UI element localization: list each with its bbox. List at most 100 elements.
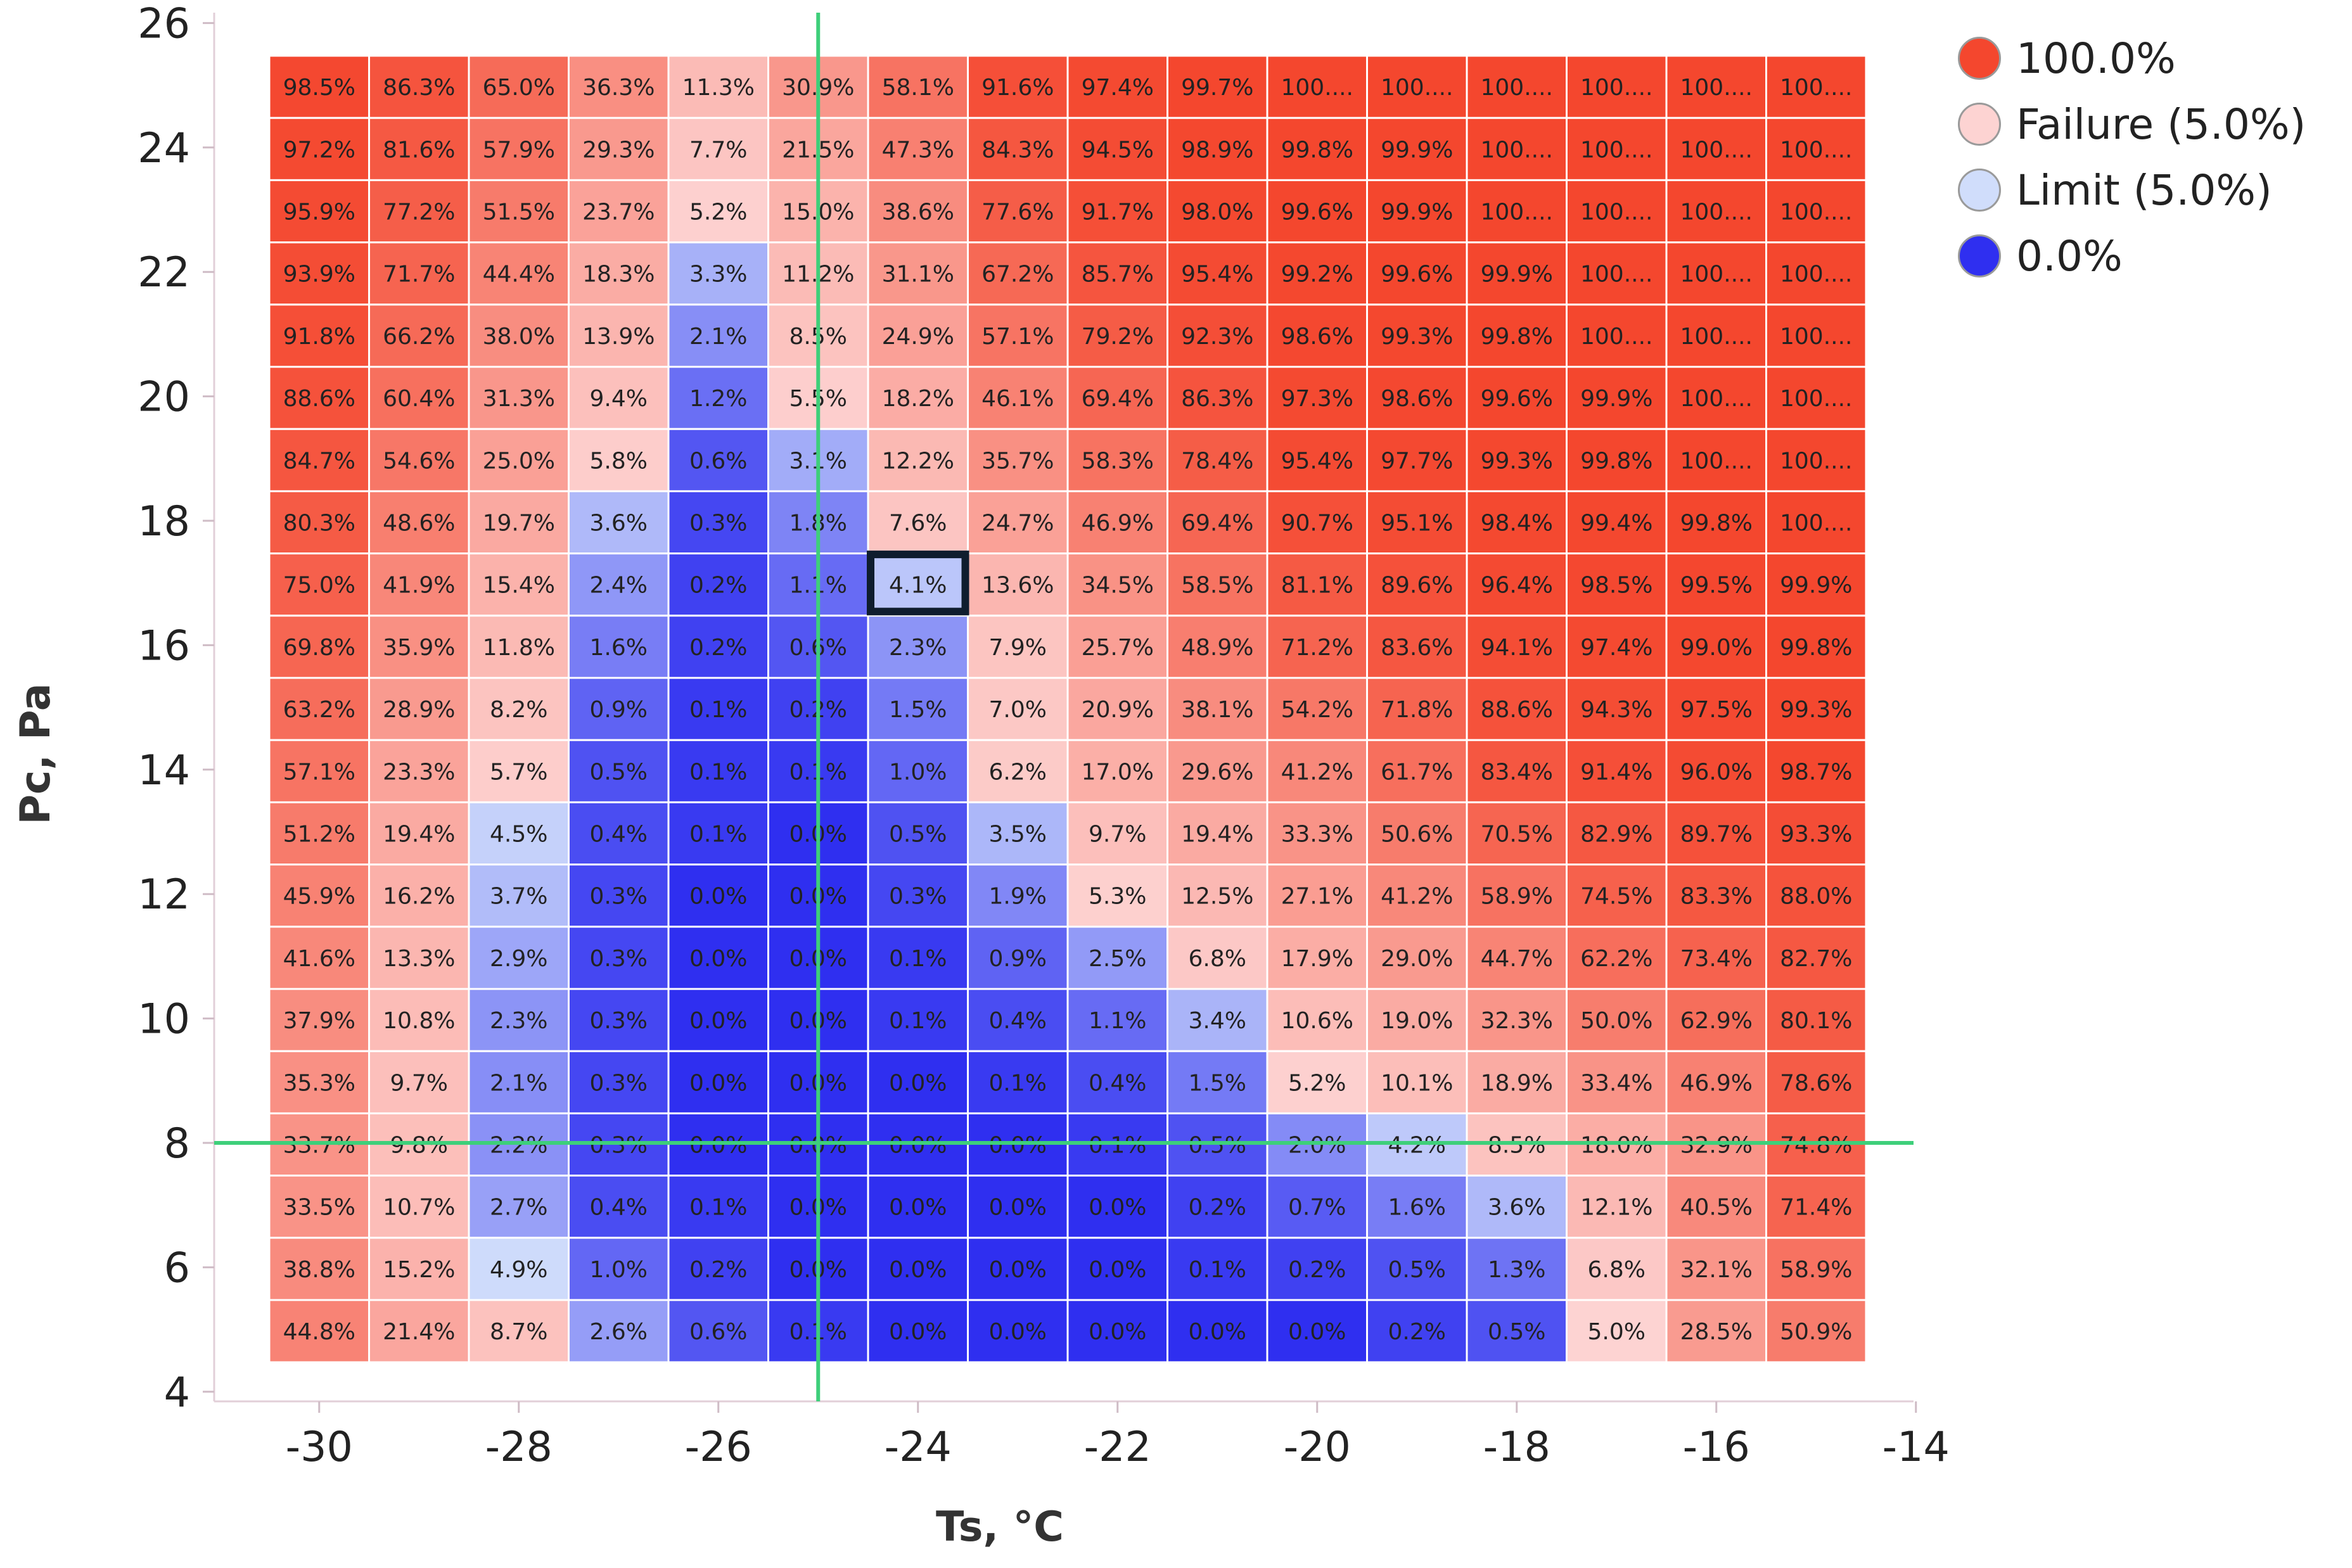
heatmap-cell[interactable] <box>667 241 769 306</box>
heatmap-cell[interactable] <box>1466 179 1568 244</box>
heatmap-cell[interactable] <box>1266 117 1368 181</box>
heatmap-cell[interactable] <box>1566 615 1668 679</box>
heatmap-cell[interactable] <box>667 303 769 368</box>
heatmap-cell[interactable] <box>1466 988 1568 1052</box>
heatmap-cell[interactable] <box>1566 864 1668 928</box>
heatmap-cell[interactable] <box>468 615 570 679</box>
legend-item[interactable]: 100.0% <box>1958 25 2338 91</box>
heatmap-cell[interactable] <box>268 54 370 119</box>
heatmap-cell[interactable] <box>1765 615 1867 679</box>
heatmap-cell[interactable] <box>1366 366 1468 430</box>
heatmap-cell[interactable] <box>1266 366 1368 430</box>
heatmap-cell[interactable] <box>368 1299 470 1363</box>
heatmap-cell[interactable] <box>667 179 769 244</box>
heatmap-cell[interactable] <box>1366 988 1468 1052</box>
heatmap-cell[interactable] <box>1765 739 1867 803</box>
heatmap-cell[interactable] <box>1665 552 1767 617</box>
heatmap-cell[interactable] <box>268 179 370 244</box>
heatmap-cell[interactable] <box>867 1175 969 1239</box>
heatmap-cell[interactable] <box>568 1175 670 1239</box>
heatmap-cell[interactable] <box>1665 179 1767 244</box>
heatmap-cell[interactable] <box>867 179 969 244</box>
heatmap-cell[interactable] <box>1765 428 1867 492</box>
heatmap-cell[interactable] <box>667 1237 769 1301</box>
heatmap-cell[interactable] <box>1166 988 1269 1052</box>
heatmap-cell[interactable] <box>667 801 769 866</box>
heatmap-cell[interactable] <box>867 864 969 928</box>
heatmap-cell[interactable] <box>1366 117 1468 181</box>
heatmap-cell[interactable] <box>568 428 670 492</box>
legend-item[interactable]: Limit (5.0%) <box>1958 157 2338 223</box>
heatmap-cell[interactable] <box>1765 1050 1867 1114</box>
heatmap-cell[interactable] <box>568 490 670 555</box>
selected-cell-highlight[interactable] <box>867 551 969 616</box>
legend-item[interactable]: 0.0% <box>1958 223 2338 289</box>
heatmap-cell[interactable] <box>867 117 969 181</box>
heatmap-cell[interactable] <box>1066 303 1168 368</box>
legend-item[interactable]: Failure (5.0%) <box>1958 91 2338 157</box>
heatmap-cell[interactable] <box>368 739 470 803</box>
heatmap-cell[interactable] <box>568 241 670 306</box>
heatmap-cell[interactable] <box>368 428 470 492</box>
heatmap-cell[interactable] <box>967 428 1069 492</box>
heatmap-cell[interactable] <box>1366 739 1468 803</box>
heatmap-cell[interactable] <box>268 428 370 492</box>
heatmap-cell[interactable] <box>967 241 1069 306</box>
heatmap-cell[interactable] <box>1266 864 1368 928</box>
heatmap-cell[interactable] <box>1166 241 1269 306</box>
heatmap-cell[interactable] <box>1466 801 1568 866</box>
heatmap-cell[interactable] <box>568 739 670 803</box>
heatmap-cell[interactable] <box>1466 1299 1568 1363</box>
heatmap-cell[interactable] <box>1366 1299 1468 1363</box>
heatmap-cell[interactable] <box>268 926 370 990</box>
heatmap-cell[interactable] <box>368 179 470 244</box>
heatmap-cell[interactable] <box>468 117 570 181</box>
heatmap-cell[interactable] <box>268 117 370 181</box>
heatmap-cell[interactable] <box>268 490 370 555</box>
heatmap-cell[interactable] <box>1665 490 1767 555</box>
heatmap-cell[interactable] <box>1566 428 1668 492</box>
heatmap-cell[interactable] <box>1166 1175 1269 1239</box>
heatmap-cell[interactable] <box>1366 490 1468 555</box>
heatmap-cell[interactable] <box>1066 179 1168 244</box>
heatmap-cell[interactable] <box>568 1299 670 1363</box>
heatmap-cell[interactable] <box>468 179 570 244</box>
heatmap-cell[interactable] <box>1066 1237 1168 1301</box>
heatmap-cell[interactable] <box>667 615 769 679</box>
heatmap-cell[interactable] <box>1566 1175 1668 1239</box>
heatmap-cell[interactable] <box>568 552 670 617</box>
heatmap-cell[interactable] <box>268 366 370 430</box>
heatmap-cell[interactable] <box>1266 988 1368 1052</box>
heatmap-cell[interactable] <box>1765 1175 1867 1239</box>
heatmap-cell[interactable] <box>368 241 470 306</box>
heatmap-cell[interactable] <box>1765 179 1867 244</box>
heatmap-cell[interactable] <box>1466 677 1568 741</box>
heatmap-cell[interactable] <box>1266 1299 1368 1363</box>
heatmap-cell[interactable] <box>468 801 570 866</box>
heatmap-cell[interactable] <box>368 1237 470 1301</box>
heatmap-cell[interactable] <box>1066 54 1168 119</box>
heatmap-cell[interactable] <box>468 864 570 928</box>
heatmap-cell[interactable] <box>1765 366 1867 430</box>
heatmap-cell[interactable] <box>1366 1050 1468 1114</box>
heatmap-cell[interactable] <box>568 366 670 430</box>
heatmap-cell[interactable] <box>867 490 969 555</box>
heatmap-cell[interactable] <box>1066 241 1168 306</box>
heatmap-cell[interactable] <box>1765 1299 1867 1363</box>
heatmap-cell[interactable] <box>667 552 769 617</box>
heatmap-cell[interactable] <box>1665 988 1767 1052</box>
heatmap-cell[interactable] <box>268 677 370 741</box>
heatmap-cell[interactable] <box>867 1237 969 1301</box>
heatmap-cell[interactable] <box>1765 677 1867 741</box>
heatmap-cell[interactable] <box>1266 241 1368 306</box>
heatmap-cell[interactable] <box>468 677 570 741</box>
heatmap-cell[interactable] <box>667 739 769 803</box>
heatmap-cell[interactable] <box>667 366 769 430</box>
heatmap-cell[interactable] <box>1765 864 1867 928</box>
heatmap-cell[interactable] <box>468 428 570 492</box>
heatmap-cell[interactable] <box>268 988 370 1052</box>
heatmap-cell[interactable] <box>268 615 370 679</box>
heatmap-cell[interactable] <box>1765 54 1867 119</box>
heatmap-cell[interactable] <box>1566 179 1668 244</box>
heatmap-cell[interactable] <box>1366 303 1468 368</box>
